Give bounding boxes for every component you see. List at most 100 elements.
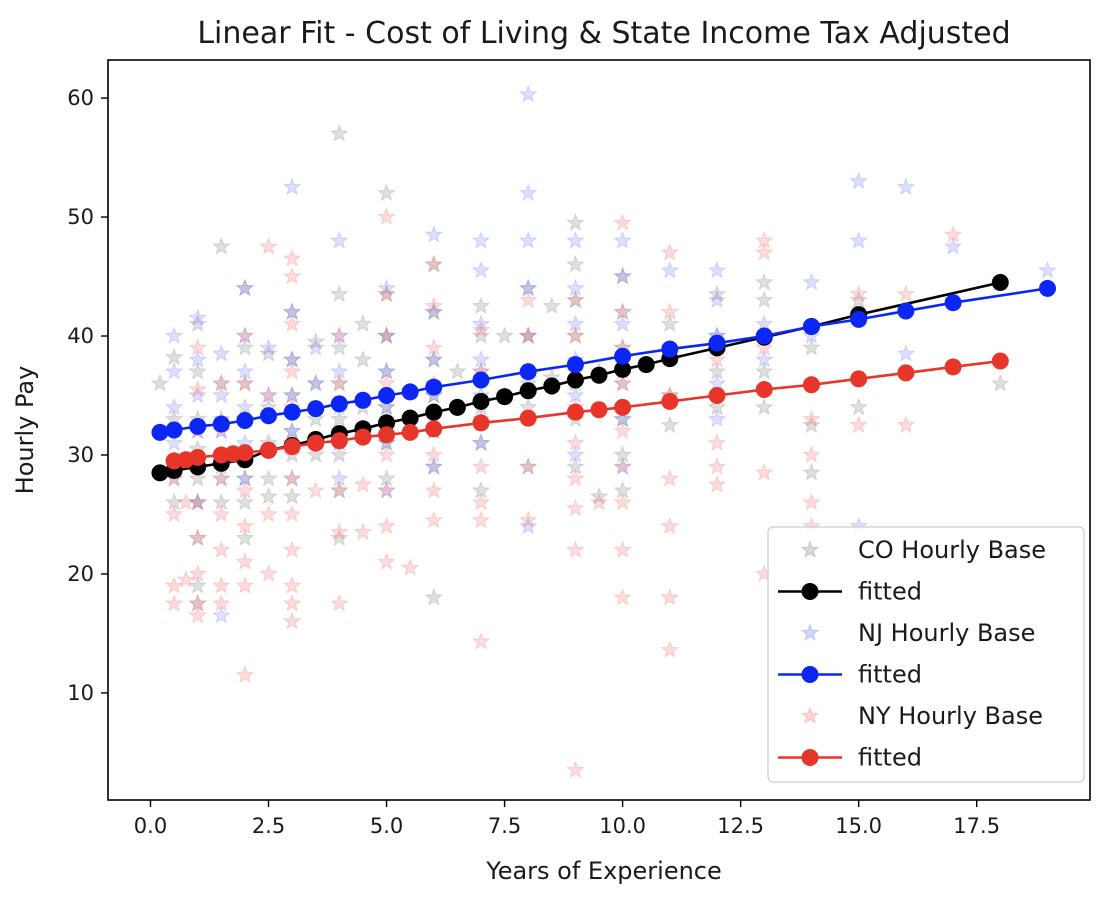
x-tick-label: 17.5 — [953, 814, 1000, 838]
fitted-point — [212, 415, 230, 433]
x-tick-label: 15.0 — [835, 814, 882, 838]
scatter-point — [235, 397, 255, 416]
scatter-point — [565, 290, 585, 309]
scatter-point — [282, 593, 302, 612]
scatter-point — [565, 254, 585, 273]
scatter-point — [565, 290, 585, 309]
scatter-point — [518, 230, 538, 249]
scatter-point — [235, 326, 255, 345]
scatter-point — [802, 337, 821, 356]
fitted-point — [189, 417, 207, 435]
fitted-point — [590, 401, 608, 419]
scatter-point — [377, 278, 396, 297]
fitted-point — [944, 294, 962, 312]
x-tick-label: 12.5 — [717, 814, 764, 838]
fitted-point — [401, 409, 419, 427]
scatter-point — [211, 468, 231, 487]
scatter-point — [565, 456, 585, 475]
scatter-point — [613, 302, 633, 321]
x-tick-label: 7.5 — [488, 814, 521, 838]
scatter-point — [235, 373, 255, 392]
scatter-point — [424, 254, 444, 273]
scatter-point — [282, 266, 302, 285]
scatter-point — [188, 337, 208, 356]
fitted-point — [165, 421, 183, 439]
scatter-point — [377, 183, 396, 202]
scatter-point — [282, 468, 302, 487]
legend-label: fitted — [858, 578, 922, 606]
scatter-point — [518, 84, 538, 103]
scatter-point — [471, 296, 491, 315]
scatter-point — [164, 361, 184, 380]
scatter-point — [896, 284, 916, 303]
fitted-point — [1039, 279, 1057, 297]
scatter-point — [329, 522, 349, 541]
scatter-point — [259, 486, 278, 505]
scatter-point — [707, 474, 727, 493]
scatter-point — [188, 528, 208, 547]
fitted-point — [897, 302, 915, 320]
scatter-point — [424, 445, 444, 464]
scatter-point — [235, 361, 255, 380]
fitted-point — [661, 392, 679, 410]
fitted-point — [378, 426, 396, 444]
y-tick-label: 60 — [67, 86, 94, 110]
scatter-point — [235, 516, 255, 535]
scatter-point — [754, 290, 774, 309]
fitted-point — [519, 363, 537, 381]
scatter-point — [211, 492, 231, 511]
scatter-point — [164, 347, 184, 366]
fitted-point — [151, 423, 169, 441]
scatter-point — [164, 504, 184, 523]
scatter-point — [306, 445, 326, 464]
scatter-point — [329, 284, 349, 303]
fitted-point — [378, 414, 396, 432]
scatter-point — [589, 492, 609, 511]
scatter-point — [235, 468, 255, 487]
scatter-point — [329, 528, 349, 547]
scatter-point — [306, 373, 326, 392]
scatter-point — [188, 349, 208, 368]
scatter-point — [565, 760, 585, 779]
scatter-point — [424, 296, 444, 315]
scatter-point — [707, 284, 727, 303]
scatter-point — [802, 445, 821, 464]
scatter-point — [754, 397, 774, 416]
scatter-point — [707, 409, 727, 428]
scatter-point — [235, 480, 255, 499]
scatter-point — [707, 433, 727, 452]
fitted-lines-layer — [151, 273, 1057, 482]
scatter-point — [188, 308, 208, 327]
fitted-point — [307, 434, 325, 452]
scatter-point — [329, 445, 349, 464]
legend: CO Hourly Base fitted NJ Hourly Base fitted… — [767, 526, 1085, 783]
scatter-point — [424, 254, 444, 273]
scatter-point — [471, 433, 491, 452]
fitted-point — [472, 414, 490, 432]
scatter-point — [471, 320, 491, 339]
fitted-point — [354, 391, 372, 409]
y-tick-label: 10 — [67, 681, 94, 705]
scatter-point — [259, 468, 278, 487]
scatter-point — [660, 260, 680, 279]
fitted-point — [496, 388, 514, 406]
scatter-point — [235, 337, 255, 356]
scatter-point — [707, 456, 727, 475]
fitted-point — [260, 441, 278, 459]
legend-label: NY Hourly Base — [858, 702, 1043, 730]
fitted-point — [401, 423, 419, 441]
scatter-point — [377, 326, 396, 345]
scatter-point — [802, 326, 821, 345]
scatter-point — [802, 462, 821, 481]
fitted-point — [425, 420, 443, 438]
y-axis: 10 20 30 40 50 60 — [67, 86, 108, 705]
fitted-point — [755, 327, 773, 345]
legend-marker — [800, 623, 820, 642]
scatter-point — [542, 296, 562, 315]
scatter-point — [329, 361, 349, 380]
scatter-point — [353, 474, 373, 493]
scatter-point — [565, 230, 585, 249]
scatter-point — [754, 272, 774, 291]
